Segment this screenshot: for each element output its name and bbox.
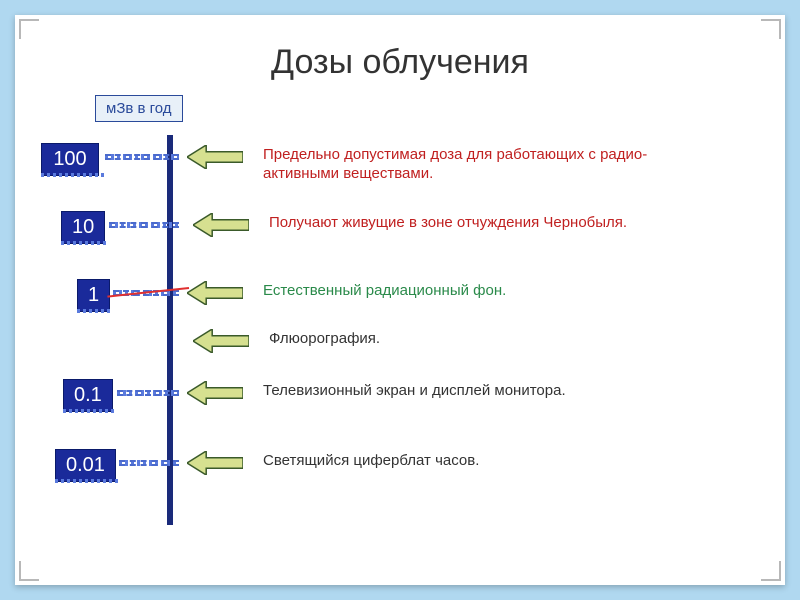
page-title: Дозы облучения bbox=[15, 43, 785, 82]
badge-underline bbox=[55, 479, 119, 483]
vertical-axis bbox=[167, 135, 173, 525]
badge-underline bbox=[63, 409, 117, 413]
tick-hash bbox=[117, 390, 179, 396]
corner-decoration bbox=[19, 19, 39, 39]
dose-description: Естественный радиационный фон. bbox=[263, 282, 506, 301]
dose-description: Флюорография. bbox=[269, 330, 380, 349]
dose-badge: 100 bbox=[41, 143, 99, 176]
dose-description: Светящийся циферблат часов. bbox=[263, 452, 479, 471]
dose-badge: 10 bbox=[61, 211, 105, 244]
tick-hash bbox=[119, 460, 179, 466]
corner-decoration bbox=[19, 561, 39, 581]
badge-underline bbox=[61, 241, 109, 245]
slide: Дозы облучения мЗв в год 100 Предельно до… bbox=[15, 15, 785, 585]
dose-description: Телевизионный экран и дисплей монитора. bbox=[263, 382, 566, 401]
dose-description: Получают живущие в зоне отчуждения Черно… bbox=[269, 214, 627, 233]
dose-badge: 1 bbox=[77, 279, 110, 312]
tick-hash bbox=[109, 222, 179, 228]
arrow-left-icon bbox=[187, 145, 243, 174]
arrow-left-icon bbox=[187, 381, 243, 410]
badge-underline bbox=[41, 173, 105, 177]
arrow-left-icon bbox=[187, 281, 243, 310]
arrow-left-icon bbox=[187, 451, 243, 480]
axis-unit-label: мЗв в год bbox=[95, 95, 183, 122]
corner-decoration bbox=[761, 19, 781, 39]
tick-hash bbox=[105, 154, 179, 160]
arrow-left-icon bbox=[193, 213, 249, 242]
corner-decoration bbox=[761, 561, 781, 581]
badge-underline bbox=[77, 309, 113, 313]
dose-badge: 0.01 bbox=[55, 449, 116, 482]
arrow-left-icon bbox=[193, 329, 249, 358]
dose-description: Предельно допустимая доза для работающих… bbox=[263, 146, 647, 184]
dose-badge: 0.1 bbox=[63, 379, 113, 412]
